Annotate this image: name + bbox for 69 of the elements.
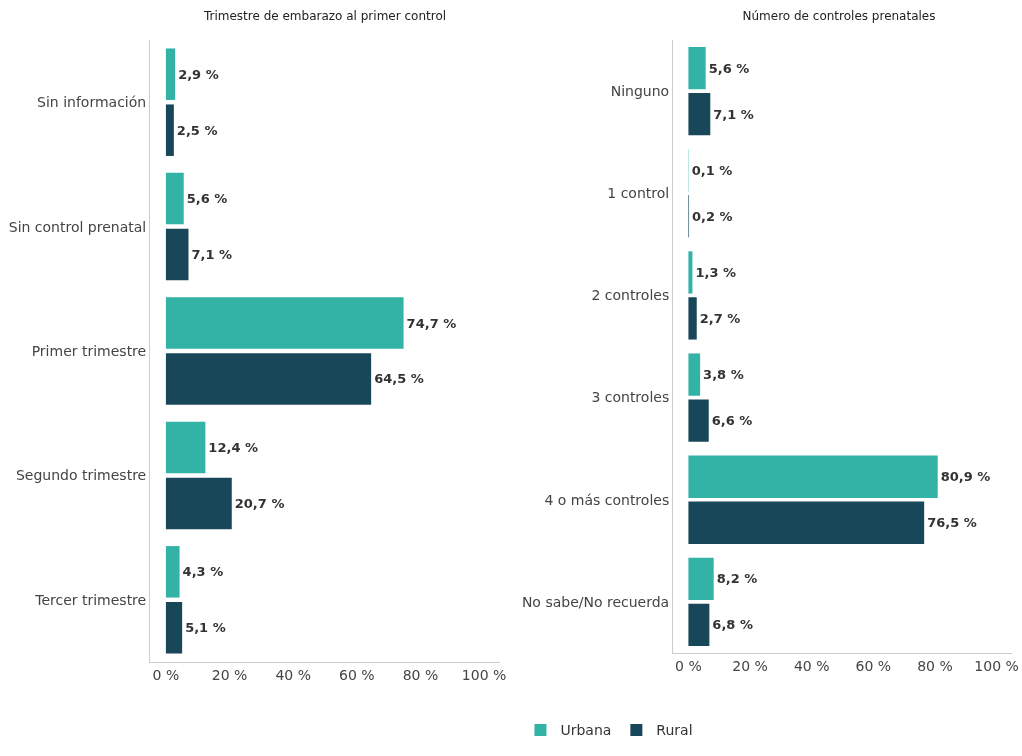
bar xyxy=(688,501,925,544)
bar xyxy=(688,557,714,601)
data-label: 5,1 % xyxy=(185,620,226,636)
data-label: 2,7 % xyxy=(699,310,741,326)
x-tick-label: 100 % xyxy=(974,657,1019,674)
bar xyxy=(688,297,697,340)
data-label: 7,1 % xyxy=(713,106,754,122)
bar xyxy=(688,46,706,90)
x-tick-label: 40 % xyxy=(793,657,830,674)
data-label: 7,1 % xyxy=(191,247,233,263)
bar xyxy=(688,353,701,396)
legend-label: Rural xyxy=(656,722,693,739)
data-label: 4,3 % xyxy=(182,564,224,580)
x-tick-label: 0 % xyxy=(152,666,180,683)
bar xyxy=(165,172,184,225)
data-label: 20,7 % xyxy=(234,495,285,511)
data-label: 0,2 % xyxy=(692,208,733,224)
bar xyxy=(165,546,180,598)
y-tick-label: Ninguno xyxy=(610,82,670,99)
data-label: 74,7 % xyxy=(406,315,457,331)
bar xyxy=(165,353,372,405)
y-tick-label: No sabe/No recuerda xyxy=(521,593,670,610)
data-label: 80,9 % xyxy=(940,469,991,485)
bar xyxy=(165,104,174,156)
y-tick-label: 1 control xyxy=(607,185,670,202)
bar xyxy=(165,297,404,349)
data-label: 76,5 % xyxy=(927,515,977,531)
bar xyxy=(688,455,938,498)
data-label: 5,6 % xyxy=(708,60,750,76)
data-label: 2,5 % xyxy=(176,122,218,138)
x-tick-label: 20 % xyxy=(732,657,768,674)
x-tick-label: 20 % xyxy=(211,666,248,683)
x-tick-label: 80 % xyxy=(402,666,439,683)
data-label: 5,6 % xyxy=(186,191,228,207)
y-tick-label: Primer trimestre xyxy=(31,342,147,359)
data-label: 6,6 % xyxy=(711,413,753,429)
bar xyxy=(688,603,710,647)
data-label: 2,9 % xyxy=(178,66,219,82)
y-tick-label: Segundo trimestre xyxy=(15,467,147,484)
data-label: 0,1 % xyxy=(691,162,733,178)
chart-title: Número de controles prenatales xyxy=(742,8,936,23)
data-label: 8,2 % xyxy=(716,571,758,587)
bar xyxy=(688,399,709,442)
bar xyxy=(165,602,183,654)
y-tick-label: 3 controles xyxy=(591,389,670,406)
bar xyxy=(165,48,176,100)
x-tick-label: 100 % xyxy=(461,666,507,683)
x-tick-label: 40 % xyxy=(275,666,311,683)
chart-title: Trimestre de embarazo al primer control xyxy=(202,8,447,23)
x-tick-label: 0 % xyxy=(675,657,702,674)
legend-label: Urbana xyxy=(560,722,612,739)
y-tick-label: Sin información xyxy=(37,94,147,111)
data-label: 1,3 % xyxy=(695,264,737,280)
bar xyxy=(165,228,189,281)
bar xyxy=(165,477,232,530)
y-tick-label: 2 controles xyxy=(591,287,670,304)
x-tick-label: 80 % xyxy=(917,657,953,674)
y-tick-label: Sin control prenatal xyxy=(8,218,147,235)
x-tick-label: 60 % xyxy=(855,657,892,674)
data-label: 6,8 % xyxy=(712,617,753,633)
bar xyxy=(688,92,711,136)
x-tick-label: 60 % xyxy=(339,666,375,683)
data-label: 64,5 % xyxy=(374,371,424,387)
data-label: 12,4 % xyxy=(208,439,258,455)
y-tick-label: Tercer trimestre xyxy=(34,591,147,608)
y-tick-label: 4 o más controles xyxy=(544,491,670,508)
data-label: 3,8 % xyxy=(703,367,744,383)
bar xyxy=(688,251,693,294)
bar xyxy=(165,421,206,474)
